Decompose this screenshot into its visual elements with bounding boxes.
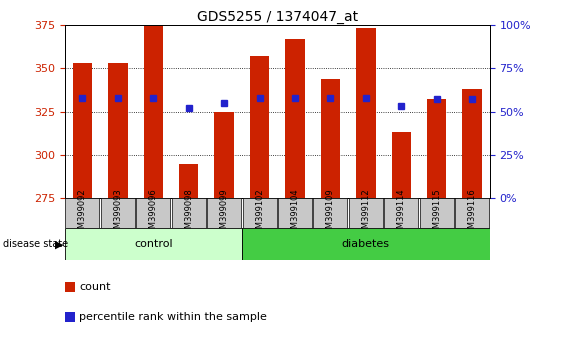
Bar: [385, 198, 418, 228]
Text: GSM399114: GSM399114: [397, 188, 406, 239]
Text: GSM399098: GSM399098: [184, 188, 193, 239]
Bar: [215, 112, 234, 198]
Bar: [242, 228, 490, 260]
Bar: [172, 198, 205, 228]
Text: GSM399109: GSM399109: [326, 188, 335, 239]
Bar: [65, 198, 100, 228]
Text: disease state: disease state: [3, 239, 68, 249]
Text: ▶: ▶: [55, 239, 64, 249]
Text: GSM399096: GSM399096: [149, 188, 158, 239]
Bar: [250, 56, 269, 198]
Bar: [462, 89, 482, 198]
Bar: [419, 198, 454, 228]
Text: GSM399116: GSM399116: [468, 188, 477, 239]
Bar: [285, 39, 305, 198]
Bar: [65, 228, 242, 260]
Bar: [427, 99, 446, 198]
Bar: [108, 63, 128, 198]
Bar: [314, 198, 347, 228]
Bar: [73, 63, 92, 198]
Bar: [101, 198, 135, 228]
Bar: [349, 198, 383, 228]
Text: GSM399104: GSM399104: [291, 188, 300, 239]
Text: diabetes: diabetes: [342, 239, 390, 249]
Text: GSM399112: GSM399112: [361, 188, 370, 239]
Text: GSM399102: GSM399102: [255, 188, 264, 239]
Bar: [391, 132, 411, 198]
Bar: [243, 198, 276, 228]
Text: control: control: [134, 239, 173, 249]
Bar: [207, 198, 241, 228]
Bar: [179, 164, 199, 198]
Bar: [455, 198, 489, 228]
Text: percentile rank within the sample: percentile rank within the sample: [79, 312, 267, 322]
Text: GSM399115: GSM399115: [432, 188, 441, 239]
Text: GSM399099: GSM399099: [220, 188, 229, 239]
Text: count: count: [79, 282, 111, 292]
Bar: [144, 25, 163, 198]
Bar: [321, 79, 340, 198]
Text: GSM399092: GSM399092: [78, 188, 87, 239]
Text: GSM399093: GSM399093: [113, 188, 122, 239]
Bar: [136, 198, 170, 228]
Bar: [356, 28, 376, 198]
Title: GDS5255 / 1374047_at: GDS5255 / 1374047_at: [196, 10, 358, 24]
Bar: [278, 198, 312, 228]
